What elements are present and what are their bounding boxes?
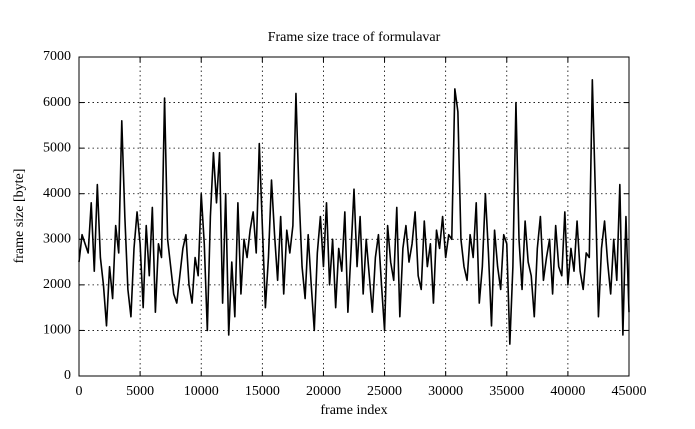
y-tick-label: 1000: [43, 323, 71, 338]
x-tick-label: 40000: [550, 384, 585, 399]
y-tick-label: 7000: [43, 49, 71, 64]
y-tick-label: 3000: [43, 232, 71, 247]
chart-title: Frame size trace of formulavar: [268, 30, 441, 45]
x-tick-label: 0: [76, 384, 83, 399]
x-tick-label: 15000: [245, 384, 280, 399]
plot-frame: [78, 56, 630, 377]
y-tick-label: 5000: [43, 140, 71, 155]
y-tick-label: 2000: [43, 277, 71, 292]
y-tick-label: 0: [64, 368, 71, 383]
x-tick-label: 25000: [367, 384, 402, 399]
x-tick-label: 20000: [306, 384, 341, 399]
y-tick-label: 6000: [43, 95, 71, 110]
data-line: [78, 78, 630, 345]
y-tick-label: 4000: [43, 186, 71, 201]
x-tick-label: 35000: [489, 384, 524, 399]
x-tick-label: 45000: [612, 384, 647, 399]
x-tick-label: 5000: [126, 384, 154, 399]
x-axis-label: frame index: [320, 403, 387, 418]
y-axis-label: frame size [byte]: [12, 169, 27, 264]
x-tick-label: 10000: [184, 384, 219, 399]
x-tick-label: 30000: [428, 384, 463, 399]
